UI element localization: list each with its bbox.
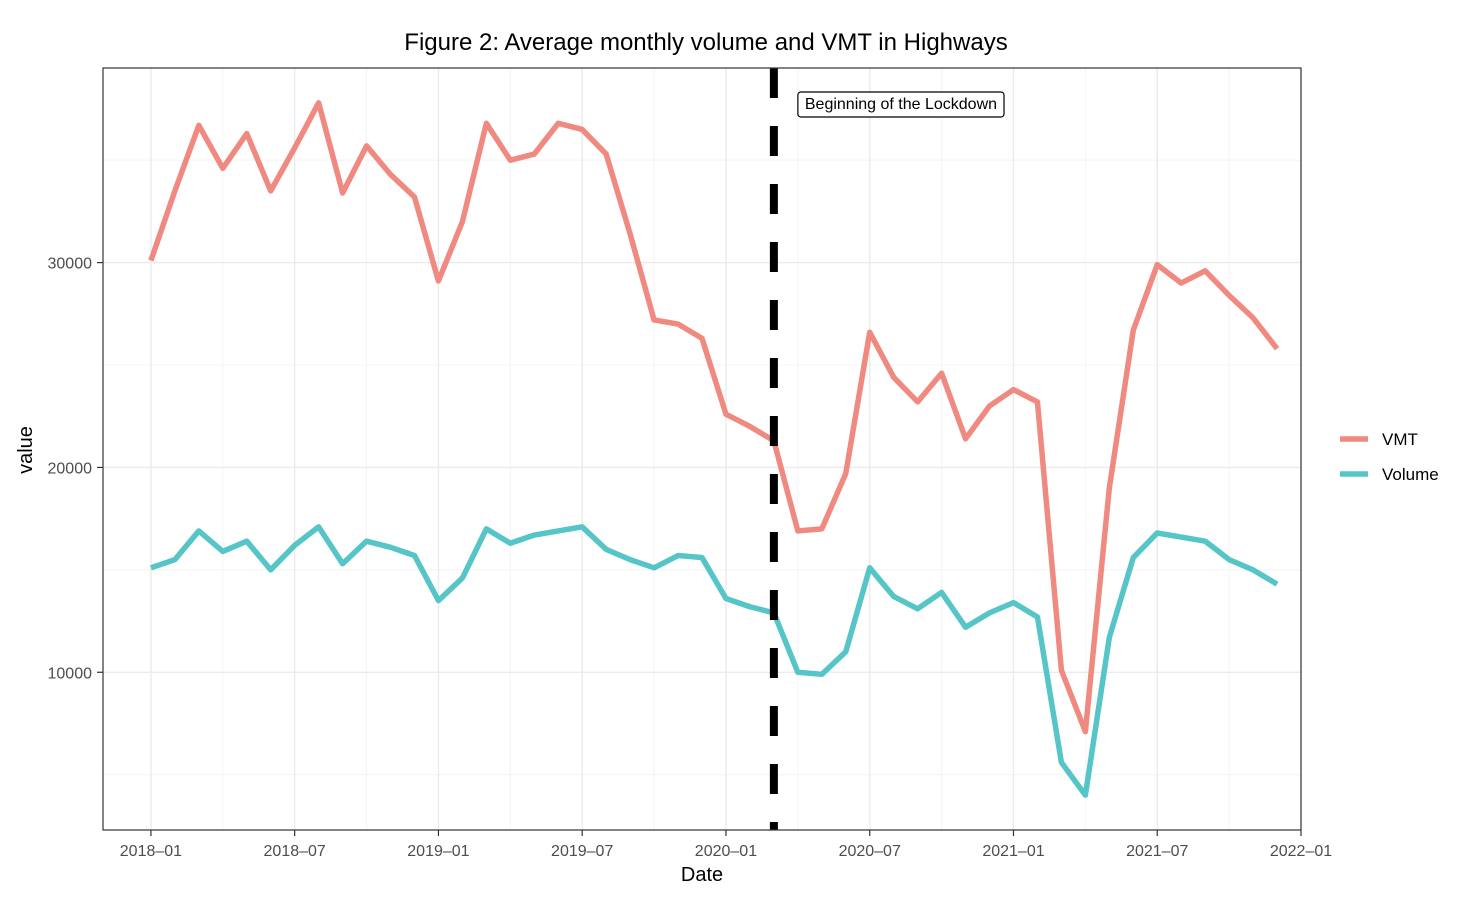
- x-tick-label: 2021–07: [1126, 843, 1188, 860]
- x-tick-label: 2019–07: [551, 843, 613, 860]
- y-axis-title: value: [15, 426, 37, 474]
- chart-title: Figure 2: Average monthly volume and VMT…: [404, 29, 1007, 56]
- y-tick-label: 30000: [48, 256, 93, 273]
- y-tick-label: 10000: [48, 665, 93, 682]
- annotation-box: [797, 91, 1005, 118]
- x-tick-label: 2021–01: [982, 843, 1044, 860]
- x-tick-label: 2019–01: [407, 843, 469, 860]
- legend-label-volume: Volume: [1382, 465, 1439, 484]
- annotation-label: Beginning of the Lockdown: [805, 96, 997, 113]
- series-lines: [148, 100, 1280, 798]
- minor-gridlines: [103, 68, 1301, 830]
- x-tick-label: 2018–07: [264, 843, 326, 860]
- x-tick-label: 2020–01: [695, 843, 757, 860]
- plot-panel-border: [102, 67, 1302, 831]
- x-axis-ticks: 2018–01 2018–07 2019–01 2019–07 2020–01 2020–…: [120, 830, 1332, 860]
- x-axis-title: Date: [681, 864, 723, 886]
- x-tick-label: 2018–01: [120, 843, 182, 860]
- legend-label-vmt: VMT: [1382, 430, 1418, 449]
- lockdown-annotation: Beginning of the Lockdown: [797, 91, 1005, 118]
- x-tick-label: 2022–01: [1270, 843, 1332, 860]
- y-tick-label: 20000: [48, 460, 93, 477]
- series-line-volume: [150, 524, 1279, 798]
- y-axis-ticks: 10000 20000 30000: [48, 256, 103, 682]
- x-tick-label: 2020–07: [839, 843, 901, 860]
- legend: VMT Volume: [1340, 430, 1439, 484]
- series-line-vmt: [148, 100, 1280, 735]
- major-gridlines: [103, 68, 1302, 830]
